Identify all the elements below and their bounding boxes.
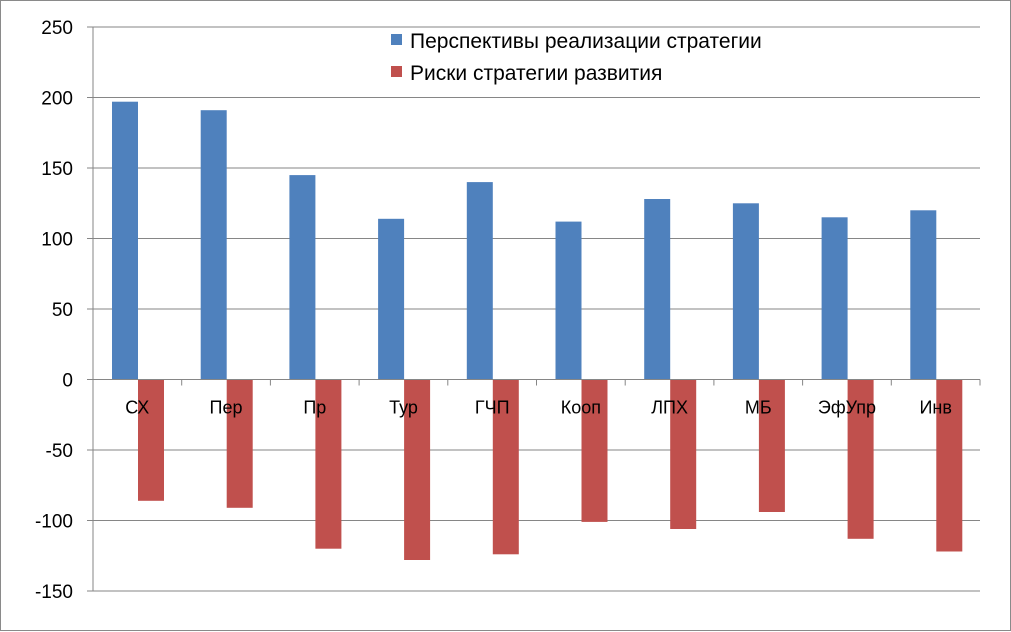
legend-swatch-risks [391, 66, 402, 77]
bar-risks-10 [936, 379, 963, 552]
y-tick-label: 250 [41, 18, 73, 39]
bar-perspectives-2 [200, 110, 227, 380]
bar-risks-3 [315, 379, 342, 549]
bar-risks-1 [138, 379, 164, 501]
x-category-label: Тур [389, 398, 418, 418]
bar-risks-6 [581, 379, 608, 522]
bar-risks-9 [847, 379, 874, 539]
x-category-label: ГЧП [475, 398, 510, 418]
y-tick-label: 200 [41, 89, 73, 110]
bar-risks-4 [404, 379, 431, 560]
x-category-label: Пер [210, 398, 243, 418]
bars-group [112, 101, 963, 560]
y-tick-label: 0 [62, 371, 73, 392]
y-tick-label: 150 [41, 159, 73, 180]
legend: Перспективы реализации стратегии Риски с… [391, 30, 762, 85]
bar-perspectives-6 [555, 221, 582, 380]
x-category-label: Инв [919, 398, 951, 418]
bar-perspectives-8 [732, 203, 759, 380]
bar-perspectives-9 [821, 217, 848, 380]
x-category-label: ЭфУпр [818, 398, 876, 418]
x-category-label: ЛПХ [651, 398, 688, 418]
x-category-label: СХ [125, 398, 149, 418]
y-tick-label: -100 [35, 512, 73, 533]
bar-perspectives-10 [910, 210, 937, 380]
y-axis-group: 250 200 150 100 50 0 -50 -100 -150 [35, 18, 94, 603]
bar-perspectives-4 [378, 218, 405, 380]
x-axis-group: СХ Пер Пр Тур ГЧП Кооп ЛПХ МБ ЭфУпр Инв [92, 379, 981, 418]
bar-perspectives-7 [644, 199, 671, 380]
legend-swatch-perspectives [391, 34, 402, 45]
bar-perspectives-3 [289, 175, 316, 380]
x-category-label: Пр [303, 398, 326, 418]
bar-risks-5 [492, 379, 519, 555]
x-category-label: МБ [745, 398, 772, 418]
bar-risks-8 [758, 379, 785, 512]
bar-perspectives-5 [466, 182, 493, 380]
y-tick-label: -50 [46, 441, 73, 462]
legend-label-perspectives: Перспективы реализации стратегии [410, 30, 762, 53]
bar-perspectives-1 [112, 101, 138, 380]
y-tick-label: 100 [41, 230, 73, 251]
x-category-label: Кооп [561, 398, 601, 418]
bar-risks-7 [670, 379, 697, 529]
y-tick-label: -150 [35, 582, 73, 603]
y-tick-label: 50 [52, 300, 73, 321]
legend-label-risks: Риски стратегии развития [410, 62, 662, 85]
bar-risks-2 [226, 379, 253, 508]
